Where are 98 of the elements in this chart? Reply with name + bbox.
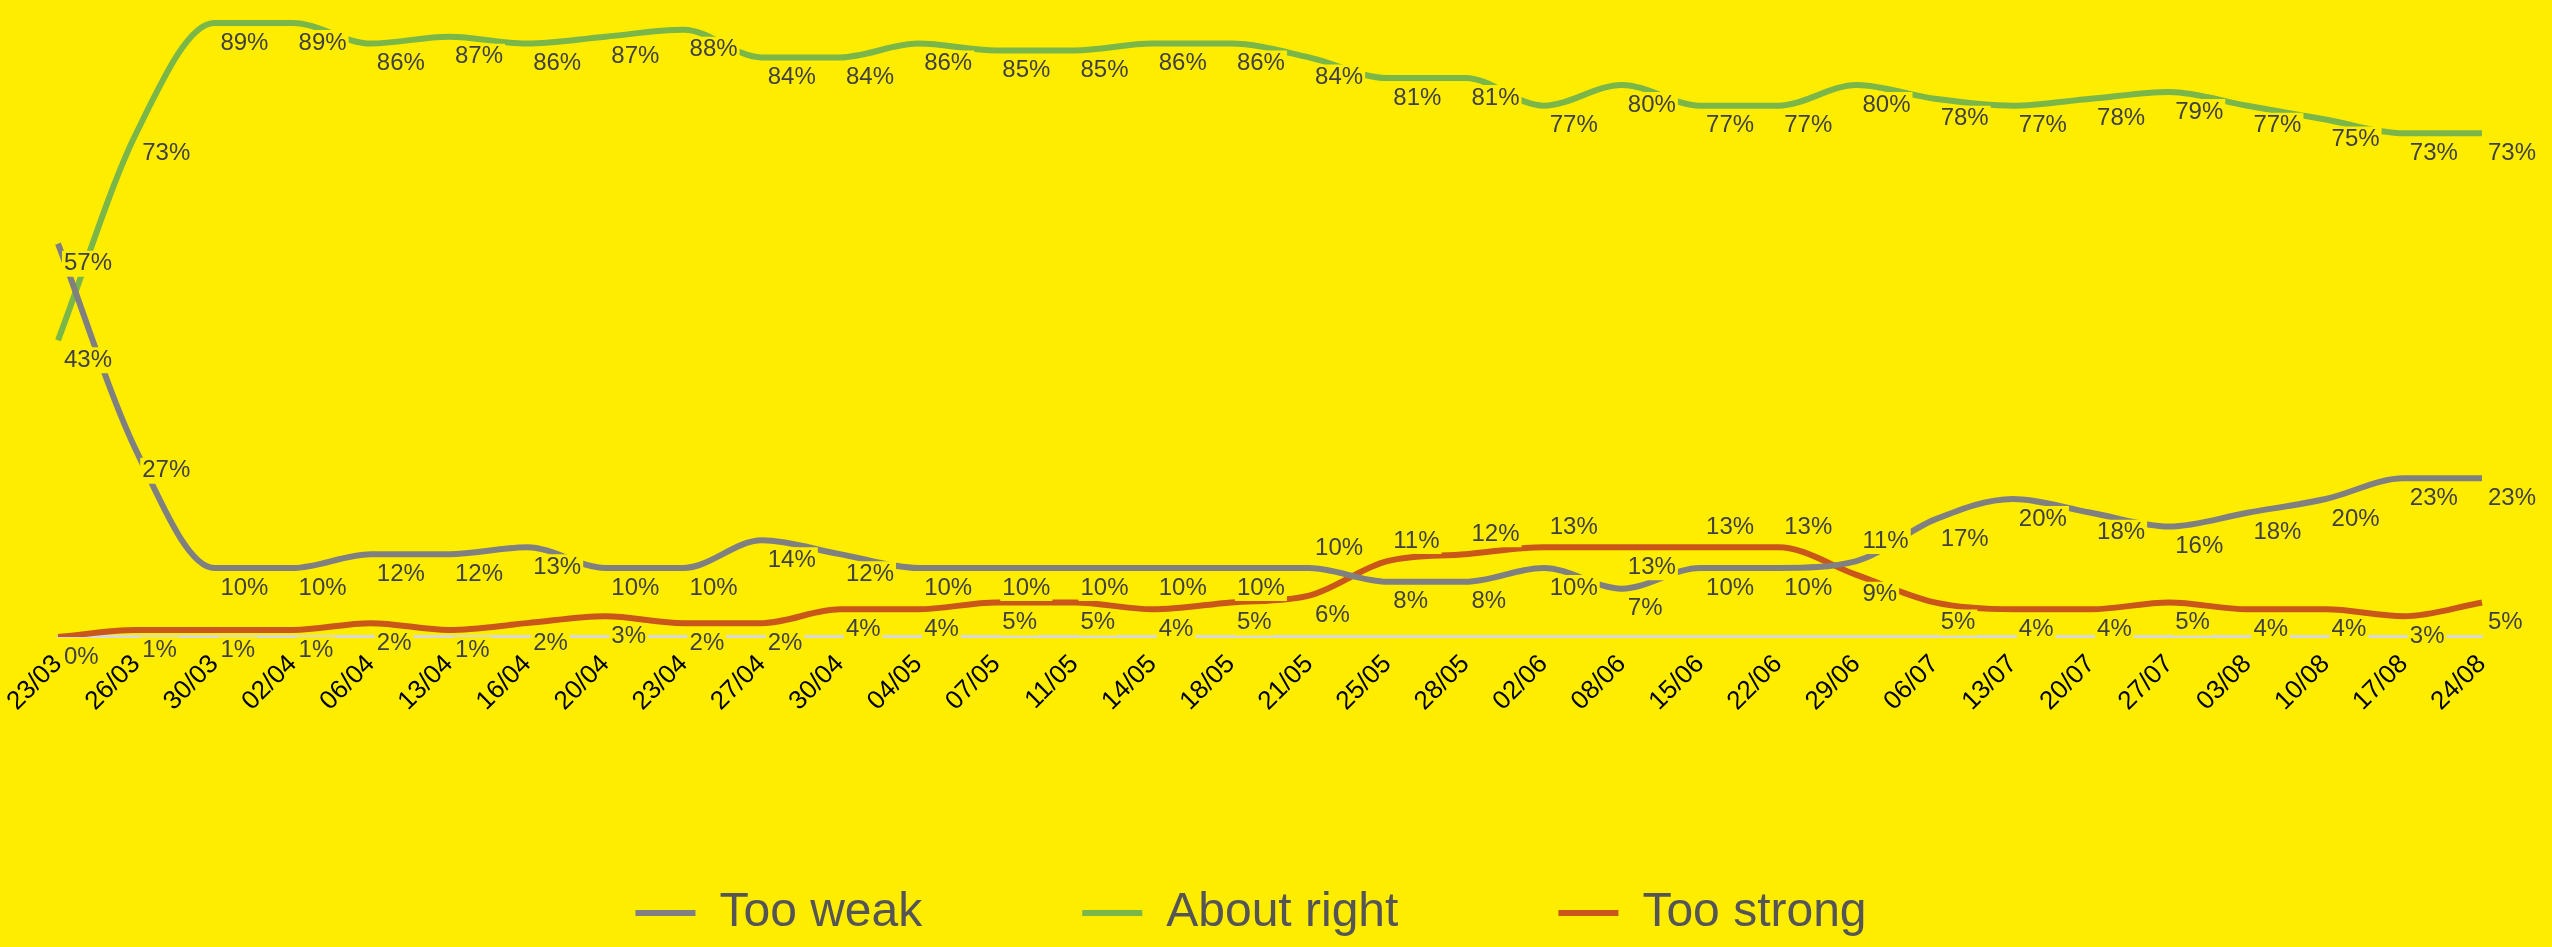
data-label: 10% — [924, 572, 973, 600]
data-label: 73% — [142, 137, 191, 165]
data-label: 78% — [1940, 103, 1989, 131]
data-label: 5% — [1002, 607, 1038, 635]
data-label: 5% — [1236, 607, 1272, 635]
data-label: 73% — [2409, 137, 2458, 165]
data-label: 85% — [1002, 55, 1051, 83]
data-label: 77% — [2018, 110, 2067, 138]
data-label: 43% — [64, 344, 113, 372]
data-label: 10% — [1706, 572, 1755, 600]
data-label: 88% — [689, 34, 738, 62]
data-label: 10% — [1549, 572, 1598, 600]
data-label: 2% — [533, 627, 568, 655]
data-label: 80% — [1862, 89, 1911, 117]
data-label: 86% — [1158, 48, 1207, 76]
data-label: 13% — [1627, 551, 1676, 579]
data-label: 1% — [298, 634, 334, 662]
data-label: 1% — [142, 634, 177, 662]
data-label: 12% — [845, 558, 894, 586]
data-label: 4% — [2253, 613, 2289, 641]
data-label: 81% — [1471, 82, 1520, 110]
data-label: 10% — [1315, 532, 1364, 560]
data-label: 77% — [1784, 110, 1833, 138]
data-label: 4% — [2331, 613, 2367, 641]
data-label: 8% — [1471, 586, 1507, 614]
data-label: 5% — [1080, 607, 1116, 635]
data-label: 5% — [2175, 607, 2210, 635]
data-label: 5% — [2488, 607, 2523, 635]
data-label: 18% — [2253, 517, 2302, 545]
data-label: 87% — [611, 41, 660, 69]
legend-label: Too weak — [719, 883, 924, 937]
data-label: 5% — [1940, 607, 1976, 635]
data-label: 81% — [1393, 82, 1442, 110]
data-label: 87% — [454, 41, 504, 69]
data-label: 86% — [1236, 48, 1285, 76]
data-label: 84% — [767, 62, 816, 90]
data-label: 4% — [2097, 613, 2132, 641]
data-label: 4% — [924, 613, 959, 641]
data-label: 27% — [142, 455, 191, 483]
data-label: 77% — [1549, 110, 1598, 138]
data-label: 10% — [611, 572, 660, 600]
data-label: 2% — [689, 627, 725, 655]
data-label: 23% — [2409, 482, 2458, 510]
data-label: 10% — [1784, 572, 1833, 600]
data-label: 10% — [1158, 572, 1207, 600]
data-label: 18% — [2097, 517, 2146, 545]
data-label: 13% — [1549, 511, 1598, 539]
data-label: 80% — [1627, 89, 1676, 117]
data-label: 84% — [845, 62, 894, 90]
legend-label: Too strong — [1642, 883, 1867, 937]
data-label: 2% — [767, 627, 803, 655]
data-label: 4% — [2018, 613, 2054, 641]
data-label: 86% — [376, 48, 425, 76]
data-label: 9% — [1862, 579, 1898, 607]
data-label: 11% — [1393, 525, 1440, 553]
data-label: 1% — [220, 634, 256, 662]
data-label: 77% — [2253, 110, 2302, 138]
data-label: 78% — [2097, 103, 2146, 131]
data-label: 2% — [376, 627, 412, 655]
data-label: 16% — [2175, 531, 2224, 559]
data-label: 7% — [1627, 593, 1663, 621]
data-label: 57% — [64, 248, 113, 276]
data-label: 1% — [454, 634, 490, 662]
data-label: 10% — [220, 572, 269, 600]
data-label: 20% — [2331, 503, 2380, 531]
data-label: 13% — [533, 551, 582, 579]
data-label: 3% — [2409, 620, 2445, 648]
data-label: 14% — [767, 544, 816, 572]
data-label: 89% — [220, 27, 269, 55]
data-label: 23% — [2488, 482, 2537, 510]
data-label: 89% — [298, 27, 347, 55]
data-label: 20% — [2018, 503, 2067, 531]
data-label: 75% — [2331, 124, 2380, 152]
data-label: 84% — [1315, 62, 1364, 90]
data-label: 10% — [1080, 572, 1129, 600]
data-label: 4% — [1158, 613, 1194, 641]
data-label: 77% — [1706, 110, 1755, 138]
data-label: 4% — [845, 613, 881, 641]
data-label: 17% — [1940, 524, 1989, 552]
data-label: 10% — [1002, 572, 1051, 600]
data-label: 86% — [533, 48, 582, 76]
data-label: 73% — [2488, 137, 2537, 165]
data-label: 6% — [1315, 600, 1350, 628]
data-label: 13% — [1706, 511, 1755, 539]
data-label: 12% — [454, 558, 504, 586]
data-label: 3% — [611, 620, 647, 648]
data-label: 10% — [689, 572, 738, 600]
data-label: 12% — [376, 558, 425, 586]
data-label: 10% — [1236, 572, 1285, 600]
data-label: 85% — [1080, 55, 1129, 83]
data-label: 86% — [924, 48, 973, 76]
data-label: 13% — [1784, 511, 1833, 539]
legend-label: About right — [1166, 883, 1399, 937]
data-label: 8% — [1393, 586, 1428, 614]
data-label: 10% — [298, 572, 347, 600]
data-label: 11% — [1862, 525, 1909, 553]
data-label: 12% — [1471, 518, 1520, 546]
data-label: 79% — [2175, 96, 2224, 124]
